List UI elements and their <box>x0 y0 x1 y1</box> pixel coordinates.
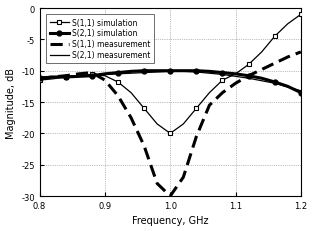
S(2,1) measurement <box>247 78 250 80</box>
S(1,1) simulation <box>260 51 264 54</box>
S(1,1) simulation <box>155 123 159 126</box>
S(2,1) simulation <box>38 78 42 80</box>
S(2,1) simulation <box>194 70 198 73</box>
S(2,1) measurement <box>194 71 198 74</box>
S(2,1) measurement <box>221 74 224 76</box>
S(1,1) simulation <box>116 81 120 84</box>
S(1,1) simulation <box>168 132 172 135</box>
S(2,1) measurement <box>129 73 133 75</box>
S(2,1) measurement <box>182 71 185 73</box>
S(2,1) simulation <box>260 78 264 80</box>
S(2,1) simulation <box>90 75 94 78</box>
S(2,1) measurement <box>208 73 211 75</box>
S(1,1) measurement <box>116 95 120 98</box>
S(2,1) simulation <box>273 81 277 84</box>
S(2,1) simulation <box>142 70 146 73</box>
S(1,1) measurement <box>51 76 54 79</box>
S(2,1) simulation <box>208 71 211 73</box>
S(1,1) measurement <box>273 63 277 65</box>
S(2,1) measurement <box>77 75 81 78</box>
S(1,1) simulation <box>234 73 238 76</box>
S(2,1) measurement <box>168 71 172 73</box>
S(1,1) measurement <box>77 73 81 76</box>
S(1,1) measurement <box>142 145 146 148</box>
S(2,1) simulation <box>51 76 54 79</box>
S(1,1) measurement <box>234 82 238 85</box>
S(2,1) simulation <box>129 71 133 73</box>
Y-axis label: Magnitude, dB: Magnitude, dB <box>6 67 16 138</box>
S(2,1) simulation <box>286 86 290 88</box>
Line: S(2,1) measurement: S(2,1) measurement <box>40 72 301 91</box>
S(2,1) measurement <box>260 80 264 83</box>
S(2,1) measurement <box>64 76 68 78</box>
S(1,1) measurement <box>208 104 211 107</box>
S(1,1) measurement <box>155 182 159 185</box>
S(2,1) simulation <box>64 76 68 79</box>
S(1,1) measurement <box>286 56 290 59</box>
S(2,1) measurement <box>155 71 159 74</box>
S(1,1) measurement <box>38 78 42 81</box>
S(1,1) simulation <box>182 123 185 126</box>
S(1,1) measurement <box>182 176 185 179</box>
S(1,1) simulation <box>129 92 133 95</box>
S(1,1) measurement <box>168 195 172 198</box>
S(2,1) measurement <box>273 82 277 85</box>
S(2,1) measurement <box>142 72 146 75</box>
S(1,1) simulation <box>38 79 42 82</box>
S(1,1) measurement <box>299 51 303 54</box>
S(1,1) measurement <box>194 136 198 138</box>
S(2,1) simulation <box>234 73 238 76</box>
S(2,1) simulation <box>77 76 81 78</box>
S(2,1) measurement <box>286 86 290 89</box>
S(1,1) measurement <box>103 79 107 82</box>
S(2,1) simulation <box>116 72 120 75</box>
S(1,1) measurement <box>90 72 94 75</box>
Legend: S(1,1) simulation, S(2,1) simulation, S(1,1) measurement, S(2,1) measurement: S(1,1) simulation, S(2,1) simulation, S(… <box>46 15 154 64</box>
Line: S(1,1) simulation: S(1,1) simulation <box>37 13 303 136</box>
S(1,1) measurement <box>247 75 250 78</box>
S(2,1) simulation <box>221 72 224 75</box>
X-axis label: Frequency, GHz: Frequency, GHz <box>132 216 208 225</box>
S(1,1) simulation <box>90 74 94 76</box>
S(2,1) simulation <box>299 92 303 95</box>
S(1,1) measurement <box>221 92 224 95</box>
S(2,1) measurement <box>51 76 54 79</box>
S(1,1) simulation <box>286 23 290 26</box>
S(2,1) measurement <box>234 76 238 78</box>
S(1,1) simulation <box>51 78 54 81</box>
S(2,1) simulation <box>182 70 185 73</box>
S(2,1) measurement <box>90 74 94 77</box>
S(1,1) measurement <box>64 75 68 78</box>
S(2,1) measurement <box>299 90 303 93</box>
S(2,1) measurement <box>38 76 42 79</box>
S(1,1) simulation <box>142 107 146 110</box>
S(2,1) simulation <box>103 73 107 76</box>
S(1,1) measurement <box>129 117 133 120</box>
S(1,1) simulation <box>64 76 68 79</box>
S(2,1) simulation <box>247 75 250 78</box>
Line: S(1,1) measurement: S(1,1) measurement <box>40 53 301 196</box>
S(1,1) simulation <box>208 92 211 95</box>
S(1,1) simulation <box>103 75 107 78</box>
S(2,1) measurement <box>103 74 107 76</box>
S(1,1) simulation <box>194 107 198 110</box>
S(1,1) simulation <box>77 75 81 78</box>
S(2,1) measurement <box>116 73 120 76</box>
S(1,1) simulation <box>247 64 250 67</box>
S(1,1) simulation <box>299 14 303 17</box>
S(1,1) measurement <box>260 69 264 72</box>
S(1,1) simulation <box>273 36 277 39</box>
S(2,1) simulation <box>155 70 159 73</box>
S(1,1) simulation <box>221 79 224 82</box>
Line: S(2,1) simulation: S(2,1) simulation <box>37 69 303 96</box>
S(2,1) simulation <box>168 70 172 73</box>
